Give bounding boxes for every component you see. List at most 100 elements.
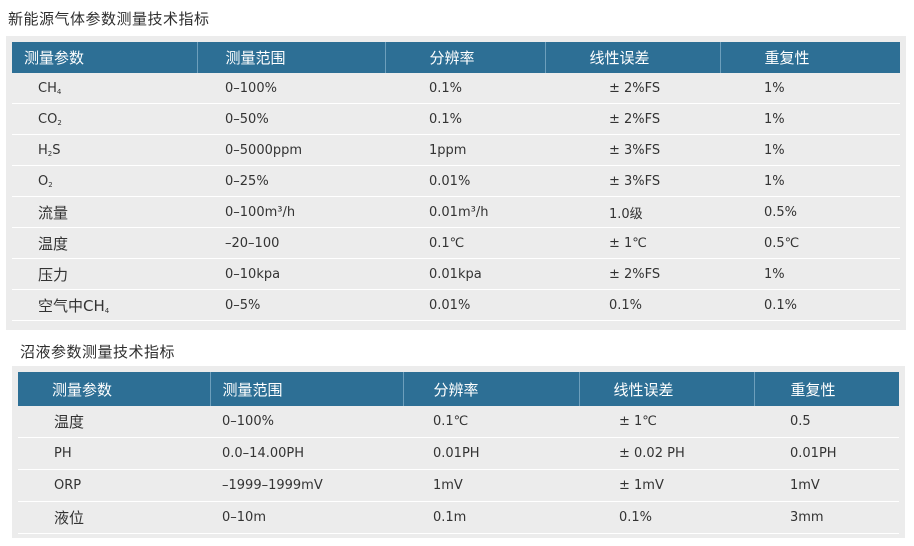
error-cell: ± 0.02 PH [579,437,754,470]
param-cell: CO2 [12,103,197,135]
range-cell: 0–100m³/h [197,196,385,228]
range-cell: 0.0–14.00PH [210,437,403,470]
range-cell: –20–100 [197,227,385,259]
param-cell: CH4 [12,73,197,104]
param-cell: H2S [12,134,197,166]
error-cell: ± 1℃ [545,227,720,259]
param-cell: 温度 [12,227,197,259]
section1-title: 新能源气体参数测量技术指标 [8,10,210,28]
param-subscript: 4 [104,306,110,315]
gas-spec-table: 测量参数 测量范围 分辨率 线性误差 重复性 CH4 0–100% 0.1% ± 2%… [12,42,900,321]
section2-title: 沼液参数测量技术指标 [20,343,176,361]
range-cell: 0–50% [197,103,385,135]
param-cell: ORP [18,469,210,502]
table-row: 压力 0–10kpa 0.01kpa ± 2%FS 1% [12,258,900,290]
error-cell: ± 2%FS [545,258,720,290]
param-cell: PH [18,437,210,470]
header-range: 测量范围 [209,372,403,406]
table-row: O2 0–25% 0.01% ± 3%FS 1% [12,165,900,197]
error-cell: 0.1% [545,289,720,321]
range-cell: 0–10kpa [197,258,385,290]
resolution-cell: 0.1℃ [385,227,545,259]
header-error: 线性误差 [544,42,720,73]
table-row: CO2 0–50% 0.1% ± 2%FS 1% [12,103,900,135]
liquid-spec-table: 测量参数 测量范围 分辨率 线性误差 重复性 温度 0–100% 0.1℃ ± 1℃ 0… [18,372,899,534]
resolution-cell: 1ppm [385,134,545,166]
repeat-cell: 1% [720,134,900,166]
range-cell: 0–100% [197,73,385,104]
error-cell: 1.0级 [545,196,720,228]
liquid-spec-panel: 测量参数 测量范围 分辨率 线性误差 重复性 温度 0–100% 0.1℃ ± 1℃ 0… [12,366,905,538]
error-cell: ± 1℃ [579,406,754,438]
repeat-cell: 0.5% [720,196,900,228]
repeat-cell: 1% [720,165,900,197]
table-row: PH 0.0–14.00PH 0.01PH ± 0.02 PH 0.01PH [18,437,899,470]
table-row: 温度 –20–100 0.1℃ ± 1℃ 0.5℃ [12,227,900,259]
error-cell: ± 2%FS [545,103,720,135]
repeat-cell: 0.5℃ [720,227,900,259]
param-subscript: 2 [57,118,62,127]
header-repeat: 重复性 [753,372,899,406]
repeat-cell: 0.1% [720,289,900,321]
param-label: H [38,142,48,158]
resolution-cell: 1mV [403,469,579,502]
table-row: H2S 0–5000ppm 1ppm ± 3%FS 1% [12,134,900,166]
range-cell: 0–25% [197,165,385,197]
param-cell: O2 [12,165,197,197]
table-row: 液位 0–10m 0.1m 0.1% 3mm [18,501,899,534]
table-row: 空气中CH4 0–5% 0.01% 0.1% 0.1% [12,289,900,321]
resolution-cell: 0.01% [385,165,545,197]
param-subscript: 2 [47,149,53,158]
error-cell: ± 3%FS [545,165,720,197]
gas-spec-panel: 测量参数 测量范围 分辨率 线性误差 重复性 CH4 0–100% 0.1% ± 2%… [6,36,906,330]
error-cell: ± 3%FS [545,134,720,166]
resolution-cell: 0.1% [385,103,545,135]
header-repeat: 重复性 [719,42,900,73]
param-label: 空气中CH [38,296,105,315]
param-label: O [38,173,49,189]
param-cell: 空气中CH4 [12,289,197,321]
table-row: CH4 0–100% 0.1% ± 2%FS 1% [12,73,900,104]
repeat-cell: 0.01PH [754,437,899,470]
resolution-cell: 0.1℃ [403,406,579,438]
table-row: 温度 0–100% 0.1℃ ± 1℃ 0.5 [18,406,899,438]
param-cell: 温度 [18,406,210,438]
error-cell: ± 1mV [579,469,754,502]
header-param: 测量参数 [12,42,197,73]
repeat-cell: 3mm [754,501,899,534]
param-subscript: 2 [48,180,53,189]
repeat-cell: 0.5 [754,406,899,438]
range-cell: 0–5000ppm [197,134,385,166]
param-label: CH [38,80,57,96]
repeat-cell: 1% [720,258,900,290]
repeat-cell: 1% [720,103,900,135]
header-resolution: 分辨率 [384,42,545,73]
resolution-cell: 0.01% [385,289,545,321]
param-label: 压力 [38,265,69,284]
param-cell: 流量 [12,196,197,228]
resolution-cell: 0.01PH [403,437,579,470]
header-range: 测量范围 [196,42,385,73]
resolution-cell: 0.1% [385,73,545,104]
range-cell: –1999–1999mV [210,469,403,502]
range-cell: 0–10m [210,501,403,534]
resolution-cell: 0.01kpa [385,258,545,290]
table-row: ORP –1999–1999mV 1mV ± 1mV 1mV [18,469,899,502]
param-label: 温度 [38,234,69,253]
header-resolution: 分辨率 [402,372,579,406]
table-header-row: 测量参数 测量范围 分辨率 线性误差 重复性 [12,42,900,73]
repeat-cell: 1mV [754,469,899,502]
error-cell: 0.1% [579,501,754,534]
header-error: 线性误差 [578,372,754,406]
param-label: CO [38,111,58,127]
table-row: 流量 0–100m³/h 0.01m³/h 1.0级 0.5% [12,196,900,228]
param-cell: 液位 [18,501,210,534]
resolution-cell: 0.01m³/h [385,196,545,228]
resolution-cell: 0.1m [403,501,579,534]
range-cell: 0–5% [197,289,385,321]
repeat-cell: 1% [720,73,900,104]
header-param: 测量参数 [18,372,210,406]
param-tail: S [52,142,61,158]
param-subscript: 4 [56,87,62,96]
range-cell: 0–100% [210,406,403,438]
